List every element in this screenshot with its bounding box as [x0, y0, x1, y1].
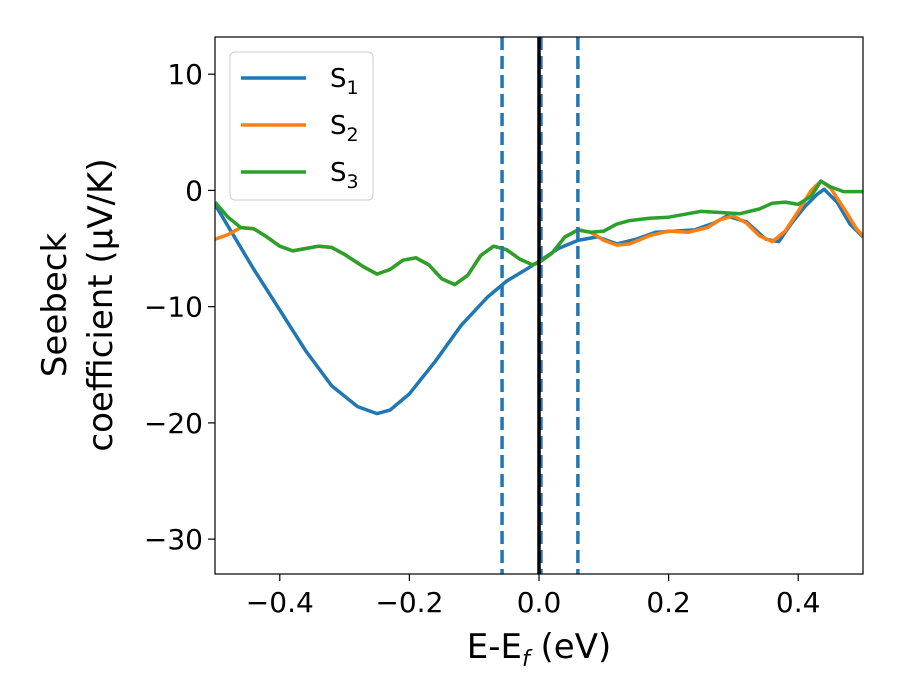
- x-axis-label: E-Ef (eV): [467, 627, 612, 672]
- plot-area: [215, 37, 863, 574]
- y-tick-label: −10: [144, 291, 203, 324]
- legend: S1 S2 S3: [229, 51, 374, 201]
- y-tick-label: 10: [167, 58, 203, 91]
- y-axis-label-line2: coefficient (μV/K): [81, 158, 121, 451]
- y-tick-label: 0: [185, 174, 203, 207]
- y-axis: 10 0 −10 −20 −30: [144, 58, 215, 556]
- legend-label-s1: S1: [330, 64, 359, 99]
- legend-label-s2: S2: [330, 111, 359, 146]
- y-axis-label-line1: Seebeck: [35, 233, 75, 378]
- y-tick-label: −20: [144, 407, 203, 440]
- x-tick-label: −0.2: [375, 586, 443, 619]
- y-tick-label: −30: [144, 523, 203, 556]
- series-line-s3: [215, 179, 863, 287]
- x-axis: −0.4 −0.2 0.0 0.2 0.4: [246, 574, 821, 619]
- x-tick-label: 0.0: [517, 586, 562, 619]
- x-tick-label: 0.2: [646, 586, 691, 619]
- legend-label-s3: S3: [330, 158, 359, 193]
- x-tick-label: −0.4: [246, 586, 314, 619]
- x-tick-label: 0.4: [776, 586, 821, 619]
